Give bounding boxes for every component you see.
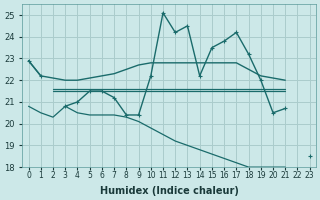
X-axis label: Humidex (Indice chaleur): Humidex (Indice chaleur) [100,186,239,196]
